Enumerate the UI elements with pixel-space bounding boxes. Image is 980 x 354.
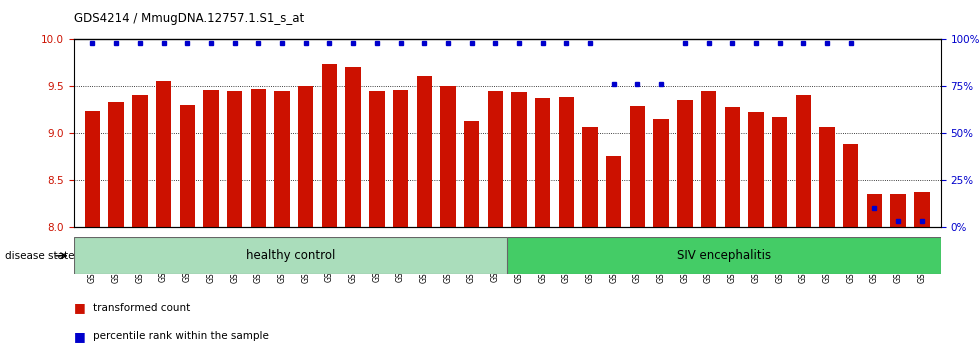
Bar <box>866 194 882 227</box>
Bar <box>416 76 432 227</box>
Bar <box>535 98 551 227</box>
Text: ■: ■ <box>74 302 85 314</box>
Text: transformed count: transformed count <box>93 303 190 313</box>
Bar <box>132 95 148 227</box>
Bar <box>606 156 621 227</box>
Text: GDS4214 / MmugDNA.12757.1.S1_s_at: GDS4214 / MmugDNA.12757.1.S1_s_at <box>74 12 304 25</box>
Bar <box>772 117 787 227</box>
Bar <box>914 192 930 227</box>
Bar <box>369 91 384 227</box>
Bar <box>582 127 598 227</box>
Text: percentile rank within the sample: percentile rank within the sample <box>93 331 269 341</box>
Bar <box>677 100 693 227</box>
Bar <box>227 91 242 227</box>
Text: disease state: disease state <box>5 251 74 261</box>
Bar <box>298 86 314 227</box>
Bar <box>179 104 195 227</box>
Bar <box>321 64 337 227</box>
Bar <box>559 97 574 227</box>
Bar <box>203 90 219 227</box>
Text: healthy control: healthy control <box>246 249 335 262</box>
Bar <box>440 86 456 227</box>
Bar <box>654 119 669 227</box>
Bar <box>749 112 763 227</box>
Bar <box>109 102 123 227</box>
Bar <box>393 90 409 227</box>
Bar <box>464 121 479 227</box>
Bar <box>251 88 266 227</box>
Bar <box>630 107 645 227</box>
Bar <box>891 194 906 227</box>
Text: SIV encephalitis: SIV encephalitis <box>677 249 771 262</box>
Bar <box>819 127 835 227</box>
Bar <box>156 81 171 227</box>
Bar <box>512 92 526 227</box>
Bar <box>345 67 361 227</box>
Text: ■: ■ <box>74 330 85 343</box>
Bar <box>274 91 290 227</box>
Bar <box>843 144 858 227</box>
Bar <box>796 95 811 227</box>
Bar <box>488 91 503 227</box>
Bar <box>701 91 716 227</box>
Bar <box>724 107 740 227</box>
Bar <box>84 111 100 227</box>
